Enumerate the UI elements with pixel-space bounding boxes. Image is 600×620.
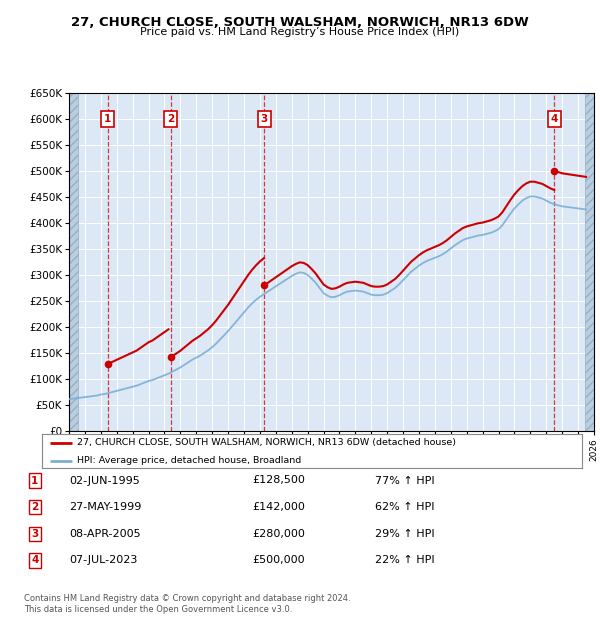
Text: £280,000: £280,000 (252, 529, 305, 539)
Text: 2: 2 (167, 113, 175, 123)
Text: 27, CHURCH CLOSE, SOUTH WALSHAM, NORWICH, NR13 6DW: 27, CHURCH CLOSE, SOUTH WALSHAM, NORWICH… (71, 16, 529, 29)
Text: 02-JUN-1995: 02-JUN-1995 (69, 476, 140, 485)
Text: £128,500: £128,500 (252, 476, 305, 485)
Text: 62% ↑ HPI: 62% ↑ HPI (375, 502, 434, 512)
Text: 77% ↑ HPI: 77% ↑ HPI (375, 476, 434, 485)
Text: £500,000: £500,000 (252, 556, 305, 565)
Text: 29% ↑ HPI: 29% ↑ HPI (375, 529, 434, 539)
Text: 3: 3 (260, 113, 268, 123)
Text: 08-APR-2005: 08-APR-2005 (69, 529, 140, 539)
Text: 4: 4 (31, 556, 38, 565)
Text: Price paid vs. HM Land Registry’s House Price Index (HPI): Price paid vs. HM Land Registry’s House … (140, 27, 460, 37)
Text: 1: 1 (31, 476, 38, 485)
Text: Contains HM Land Registry data © Crown copyright and database right 2024.: Contains HM Land Registry data © Crown c… (24, 593, 350, 603)
Text: 27-MAY-1999: 27-MAY-1999 (69, 502, 142, 512)
Text: 4: 4 (551, 113, 558, 123)
Text: This data is licensed under the Open Government Licence v3.0.: This data is licensed under the Open Gov… (24, 604, 292, 614)
Text: 07-JUL-2023: 07-JUL-2023 (69, 556, 137, 565)
Text: 1: 1 (104, 113, 111, 123)
Bar (69, 93, 78, 431)
Text: 3: 3 (31, 529, 38, 539)
Text: HPI: Average price, detached house, Broadland: HPI: Average price, detached house, Broa… (77, 456, 301, 465)
Text: 2: 2 (31, 502, 38, 512)
Text: £142,000: £142,000 (252, 502, 305, 512)
Text: 22% ↑ HPI: 22% ↑ HPI (375, 556, 434, 565)
Bar (585, 93, 594, 431)
Text: 27, CHURCH CLOSE, SOUTH WALSHAM, NORWICH, NR13 6DW (detached house): 27, CHURCH CLOSE, SOUTH WALSHAM, NORWICH… (77, 438, 456, 447)
